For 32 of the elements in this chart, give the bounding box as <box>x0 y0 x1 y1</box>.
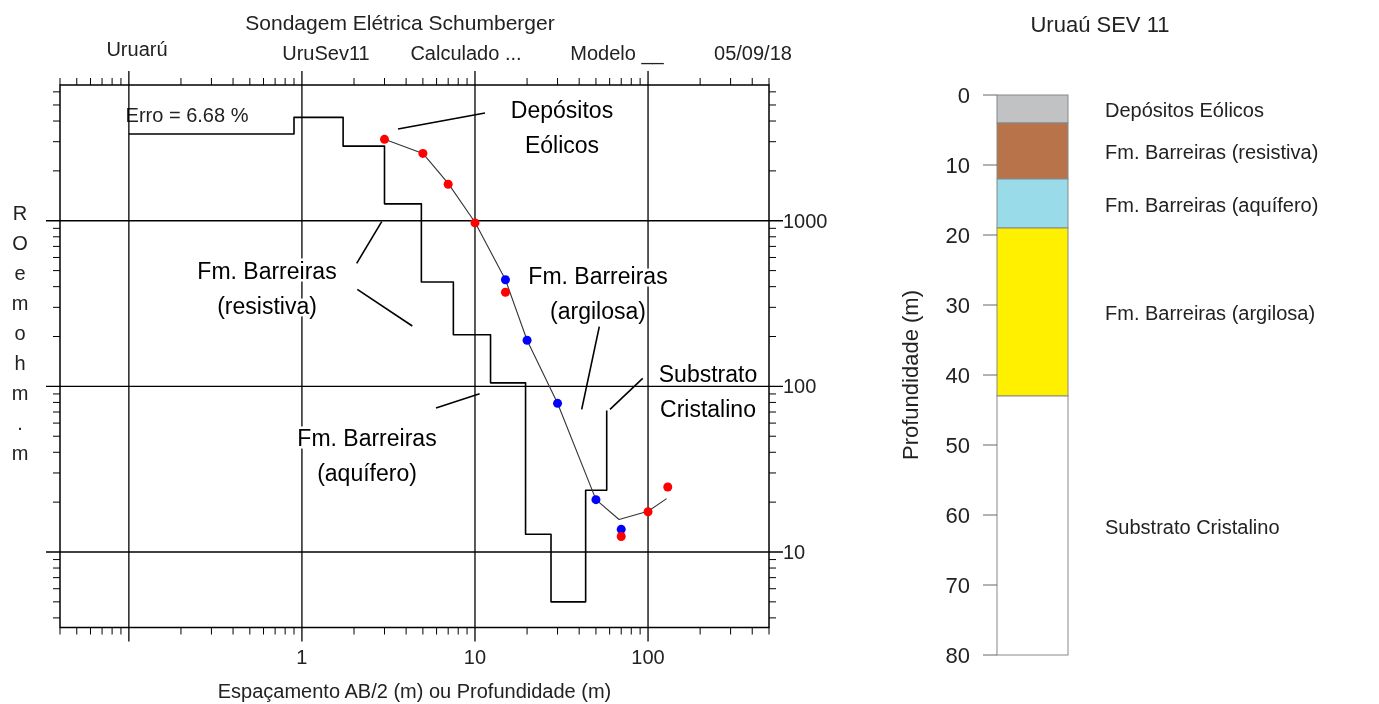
y-tick-label: 30 <box>945 293 970 318</box>
y-tick-label: 1000 <box>783 209 828 232</box>
series-label: Substrato Cristalino <box>1105 515 1280 538</box>
series-label: Fm. Barreiras (resistiva) <box>1105 141 1319 163</box>
text: Calculado ... <box>410 42 522 64</box>
chart-title: Uruaú SEV 11 <box>1030 12 1170 37</box>
y-tick-label: 10 <box>783 540 806 563</box>
text: UruSev11 <box>282 42 370 64</box>
y-tick-label: 50 <box>945 433 970 458</box>
text: 05/09/18 <box>714 42 792 64</box>
annotation: Substrato Cristalino <box>658 361 758 422</box>
series-label: Fm. Barreiras (aquífero) <box>1105 193 1319 216</box>
text: RO em ohm.m <box>11 202 29 464</box>
y-tick-label: 70 <box>945 573 970 598</box>
y-tick-label: 20 <box>945 223 970 248</box>
text: Modelo __ <box>570 42 665 65</box>
y-tick-label: 80 <box>945 643 970 668</box>
series-label: Depósitos Eólicos <box>1105 99 1264 121</box>
x-axis-title: Espaçamento AB/2 (m) ou Profundidade (m) <box>217 680 612 702</box>
text: Uruarú <box>106 38 168 60</box>
x-tick-label: 100 <box>631 645 665 668</box>
x-tick-label: 10 <box>463 645 487 668</box>
y-axis-title: Profundidade (m) <box>898 290 923 460</box>
x-tick-label: 1 <box>296 645 308 668</box>
y-tick-label: 60 <box>945 503 970 528</box>
annotation: Depósitos Eólicos <box>510 97 614 158</box>
y-tick-label: 0 <box>957 83 970 108</box>
y-tick-label: 40 <box>945 363 970 388</box>
y-tick-label: 10 <box>945 153 970 178</box>
chart-title: Sondagem Elétrica Schumberger <box>245 11 555 34</box>
series-label: Fm. Barreiras (argilosa) <box>1105 302 1316 324</box>
y-tick-label: 100 <box>783 375 817 398</box>
